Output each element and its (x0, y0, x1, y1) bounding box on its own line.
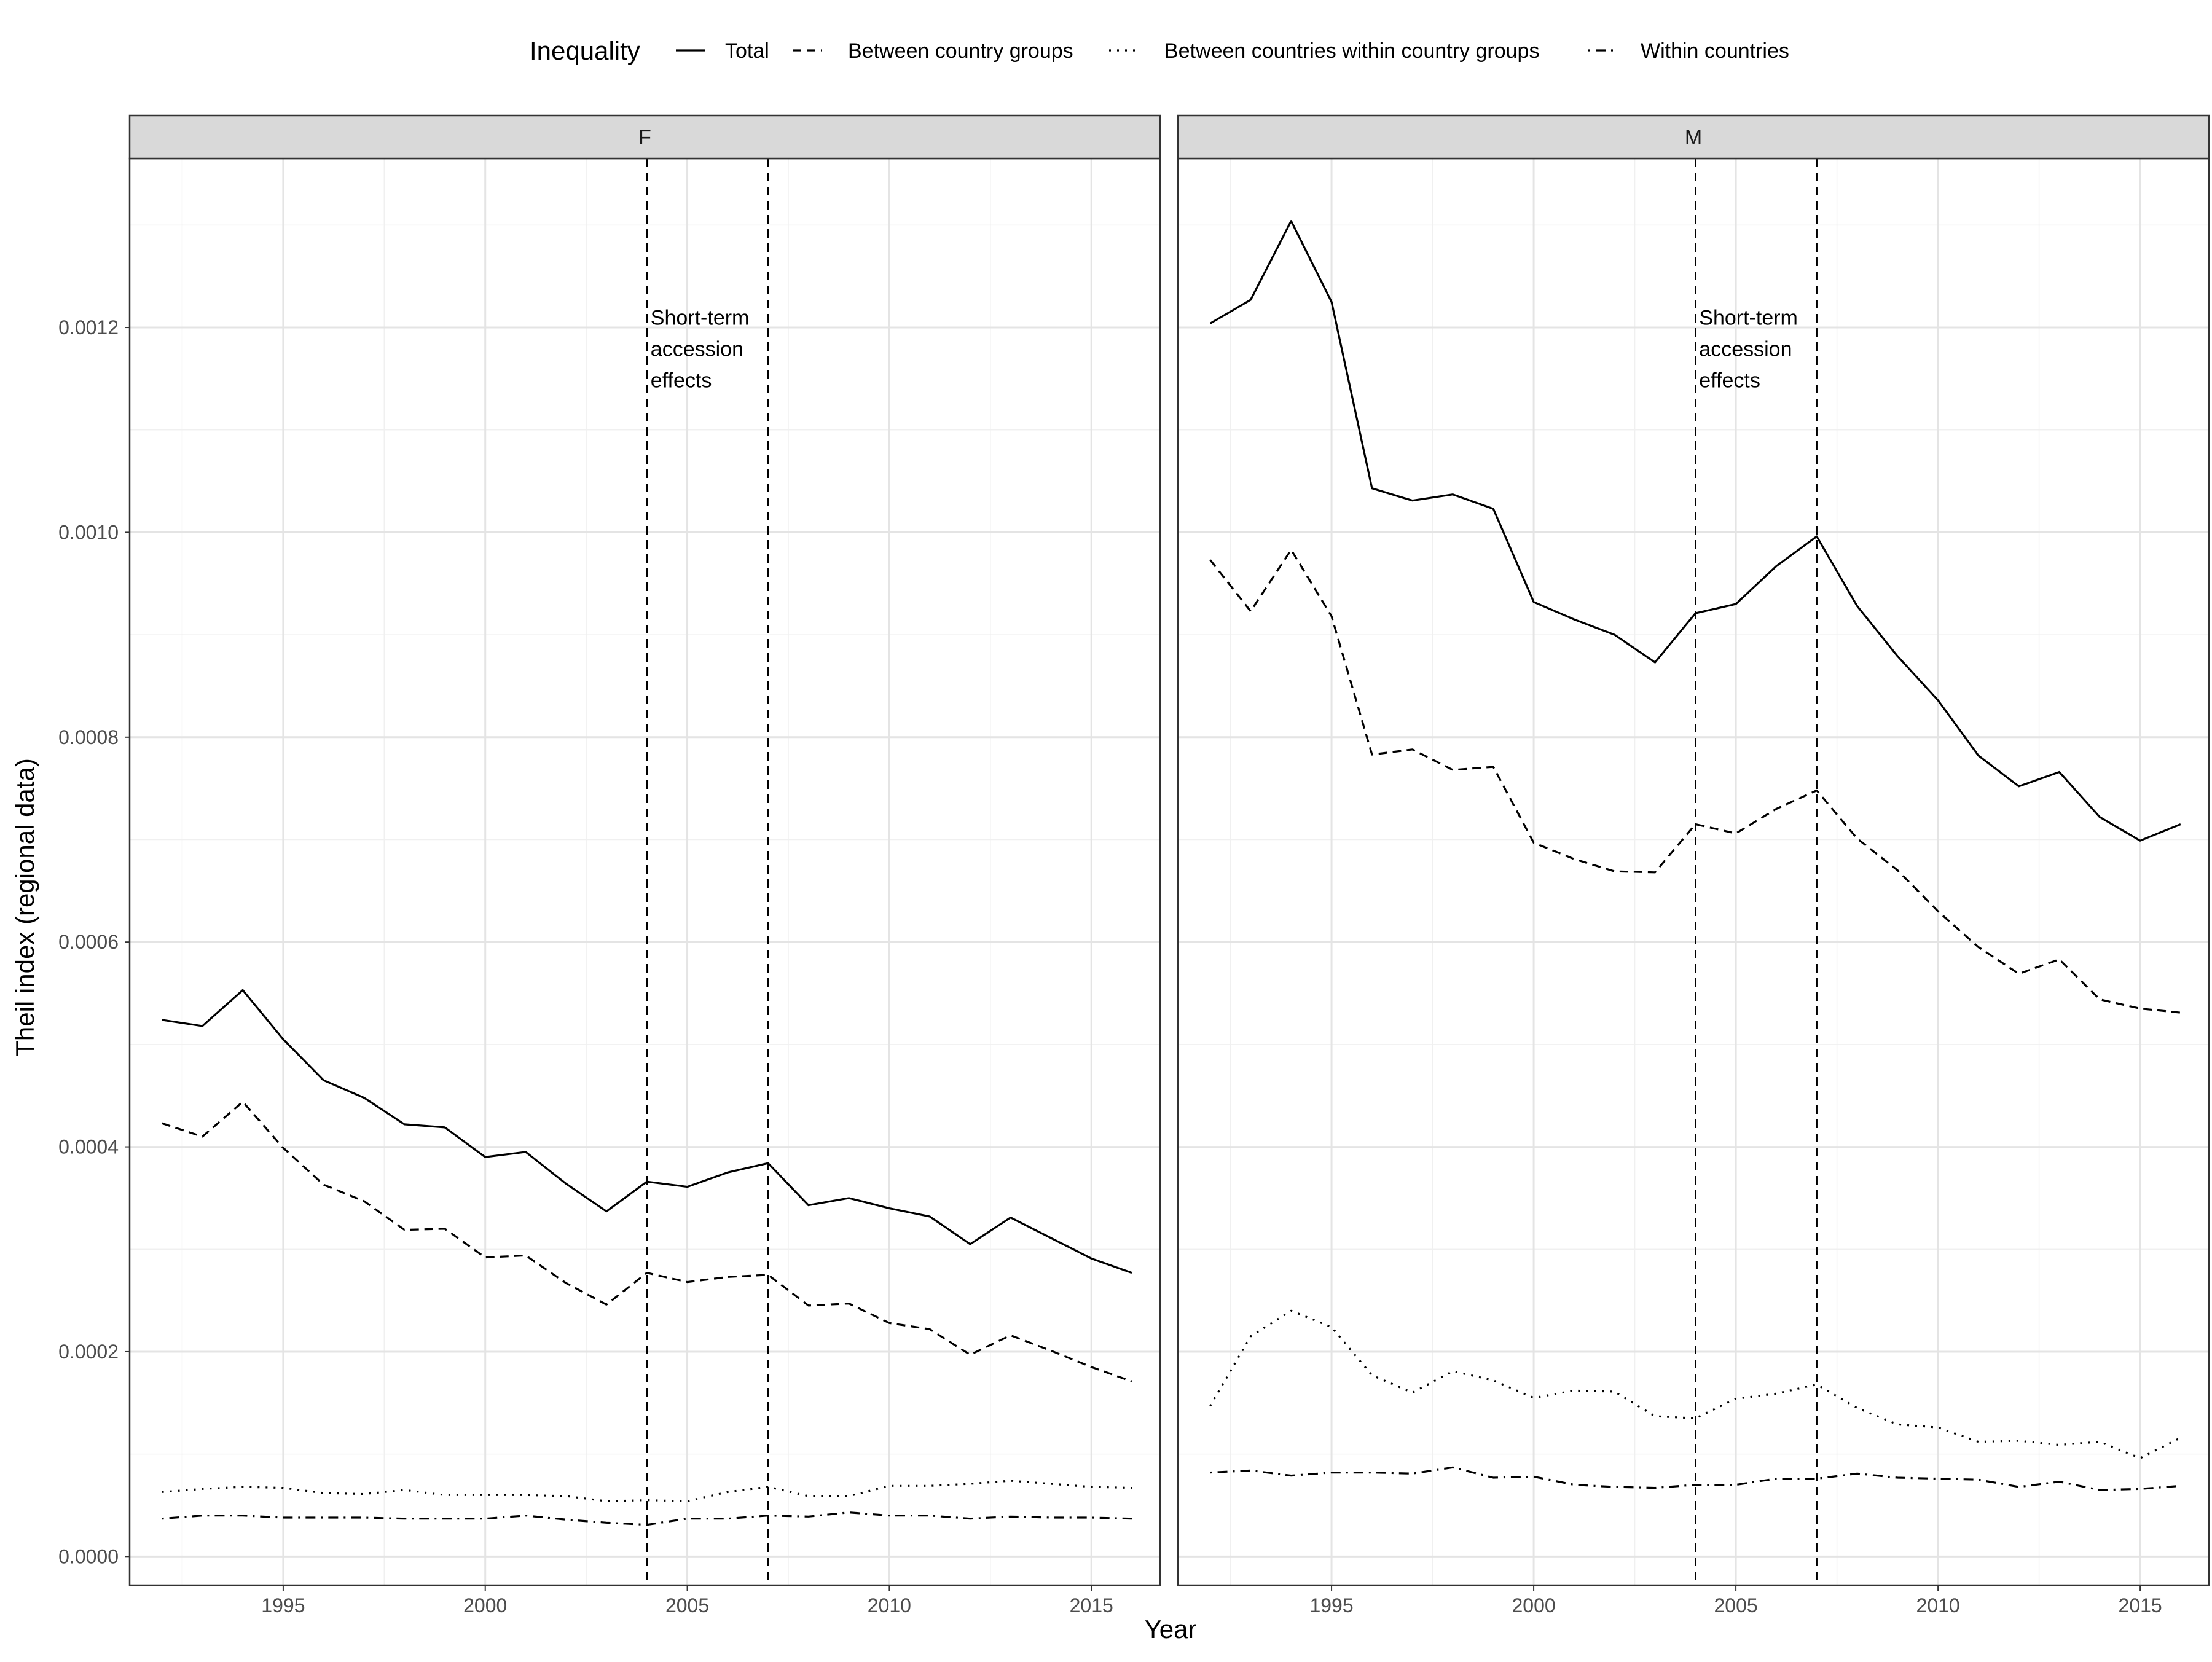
legend-label: Between countries within country groups (1164, 39, 1539, 63)
series-line-total (1209, 220, 2181, 842)
y-tick-label: 0.0012 (58, 316, 119, 339)
x-tick-label: 2015 (1070, 1594, 1113, 1617)
x-tick-label: 2005 (665, 1594, 709, 1617)
series-line-between-country-groups (1209, 549, 2181, 1014)
x-axis-title: Year (1145, 1615, 1197, 1644)
x-tick-label: 2010 (868, 1594, 911, 1617)
annotation-line: accession (651, 337, 743, 361)
panel-f: Short-term accession effects F (128, 114, 1161, 1586)
x-tick-label: 1995 (261, 1594, 305, 1617)
x-tick-label: 2000 (463, 1594, 507, 1617)
legend-label: Within countries (1641, 39, 1789, 63)
annotation-line: accession (1699, 337, 1792, 361)
facet-strip-background (1177, 114, 2210, 160)
y-tick-label: 0.0000 (58, 1545, 119, 1567)
series-line-within-countries (1210, 1466, 2181, 1491)
gridlines (130, 159, 1160, 1585)
x-tick-label: 1995 (1309, 1594, 1353, 1617)
panel-m: Short-term accession effects M (1177, 114, 2210, 1586)
facet-strip-label: M (1685, 126, 1702, 149)
legend-item-between-countries-within-country-groups: Between countries within country groups (1109, 39, 1539, 63)
facet-strip-label: F (638, 126, 651, 149)
y-tick-label: 0.0010 (58, 521, 119, 543)
legend: Inequality Total Between country groups Be… (530, 36, 1789, 65)
series-line-total (162, 989, 1132, 1274)
facet-strip-background (128, 114, 1161, 160)
legend-label: Total (725, 39, 769, 63)
x-axis-f: 1995 2000 2005 2010 2015 (261, 1585, 1113, 1617)
y-tick-label: 0.0004 (58, 1136, 119, 1158)
panel-background (130, 159, 1160, 1585)
y-axis-title: Theil index (regional data) (10, 758, 39, 1057)
y-tick-label: 0.0006 (58, 931, 119, 953)
facet-strip: F (128, 114, 1161, 160)
panel-background (1178, 159, 2209, 1585)
y-tick-label: 0.0008 (58, 726, 119, 748)
y-axis: 0.0000 0.0002 0.0004 0.0006 0.0008 0.0010 0.00… (58, 316, 130, 1567)
annotation-line: effects (651, 369, 712, 392)
x-axis-m: 1995 2000 2005 2010 2015 (1309, 1585, 2162, 1617)
legend-title: Inequality (530, 36, 640, 65)
legend-label: Between country groups (848, 39, 1073, 63)
series-line-within-countries (162, 1511, 1132, 1526)
series-line-between-country-groups (162, 1100, 1132, 1382)
annotation-line: Short-term (1699, 306, 1798, 329)
legend-item-within-countries: Within countries (1588, 39, 1789, 63)
y-tick-label: 0.0002 (58, 1341, 119, 1363)
annotation-line: effects (1699, 369, 1760, 392)
legend-item-total: Total (676, 39, 769, 63)
facet-strip: M (1177, 114, 2210, 160)
legend-item-between-country-groups: Between country groups (793, 39, 1073, 63)
gridlines (1178, 159, 2209, 1585)
x-tick-label: 2005 (1714, 1594, 1758, 1617)
annotation-line: Short-term (651, 306, 750, 329)
x-tick-label: 2010 (1916, 1594, 1960, 1617)
x-tick-label: 2015 (2119, 1594, 2162, 1617)
x-tick-label: 2000 (1512, 1594, 1555, 1617)
